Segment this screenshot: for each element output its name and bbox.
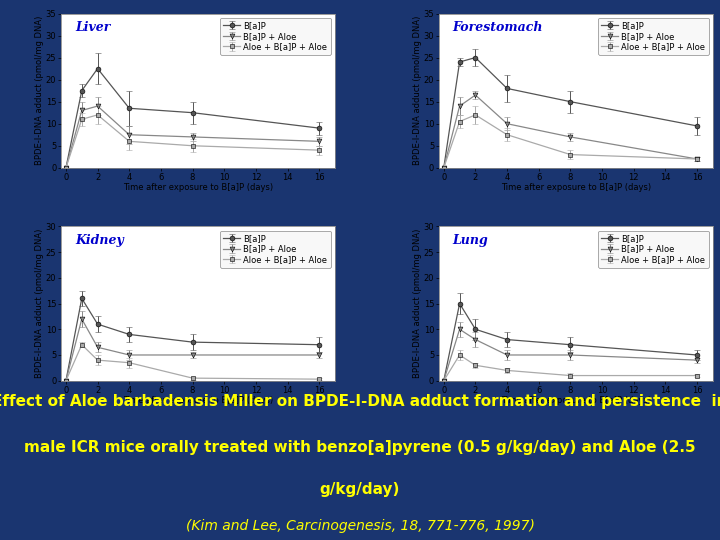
Text: Effect of Aloe barbadensis Miller on BPDE-I-DNA adduct formation and persistence: Effect of Aloe barbadensis Miller on BPD… [0,394,720,409]
Legend: B[a]P, B[a]P + Aloe, Aloe + B[a]P + Aloe: B[a]P, B[a]P + Aloe, Aloe + B[a]P + Aloe [220,231,330,268]
X-axis label: Time after exposure to B[a]P (days): Time after exposure to B[a]P (days) [501,183,651,192]
Text: Lung: Lung [453,234,488,247]
Legend: B[a]P, B[a]P + Aloe, Aloe + B[a]P + Aloe: B[a]P, B[a]P + Aloe, Aloe + B[a]P + Aloe [598,18,708,55]
Legend: B[a]P, B[a]P + Aloe, Aloe + B[a]P + Aloe: B[a]P, B[a]P + Aloe, Aloe + B[a]P + Aloe [598,231,708,268]
Text: (Kim and Lee, Carcinogenesis, 18, 771-776, 1997): (Kim and Lee, Carcinogenesis, 18, 771-77… [186,519,534,534]
Text: Liver: Liver [75,21,110,34]
Text: male ICR mice orally treated with benzo[a]pyrene (0.5 g/kg/day) and Aloe (2.5: male ICR mice orally treated with benzo[… [24,440,696,455]
Y-axis label: BPDE-I-DNA adduct (pmol/mg DNA): BPDE-I-DNA adduct (pmol/mg DNA) [35,16,45,165]
X-axis label: Time after exposure to B[a]P (days): Time after exposure to B[a]P (days) [123,396,273,405]
Y-axis label: BPDE-I-DNA adduct (pmol/mg DNA): BPDE-I-DNA adduct (pmol/mg DNA) [413,16,422,165]
Legend: B[a]P, B[a]P + Aloe, Aloe + B[a]P + Aloe: B[a]P, B[a]P + Aloe, Aloe + B[a]P + Aloe [220,18,330,55]
Y-axis label: BPDE-I-DNA adduct (pmol/mg DNA): BPDE-I-DNA adduct (pmol/mg DNA) [35,229,45,378]
X-axis label: Time after exposure to B[a]P (days): Time after exposure to B[a]P (days) [123,183,273,192]
Text: Forestomach: Forestomach [453,21,543,34]
Y-axis label: BPDE-I-DNA adduct (pmol/mg DNA): BPDE-I-DNA adduct (pmol/mg DNA) [413,229,422,378]
Text: g/kg/day): g/kg/day) [320,482,400,497]
X-axis label: Time after exposure to B[a]P (days): Time after exposure to B[a]P (days) [501,396,651,405]
Text: Kidney: Kidney [75,234,124,247]
